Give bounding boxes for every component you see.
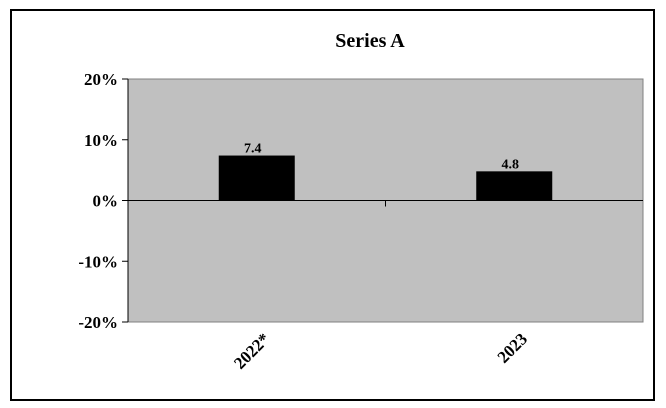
bar bbox=[218, 155, 295, 201]
y-axis: 20% 10% 0% -10% -20% bbox=[78, 70, 129, 332]
bars: 7.4 4.8 bbox=[218, 142, 553, 201]
y-tick-label: -20% bbox=[78, 313, 118, 332]
data-label: 7.4 bbox=[244, 142, 262, 157]
y-tick-label: 10% bbox=[84, 131, 118, 150]
x-category-label: 2023 bbox=[494, 329, 531, 366]
bar bbox=[476, 171, 553, 201]
chart-title: Series A bbox=[335, 30, 405, 52]
x-category-label: 2022* bbox=[230, 329, 273, 372]
y-tick-label: -10% bbox=[78, 252, 118, 271]
y-tick-label: 20% bbox=[84, 70, 118, 89]
data-label: 4.8 bbox=[502, 157, 520, 172]
y-tick-label: 0% bbox=[93, 192, 119, 211]
